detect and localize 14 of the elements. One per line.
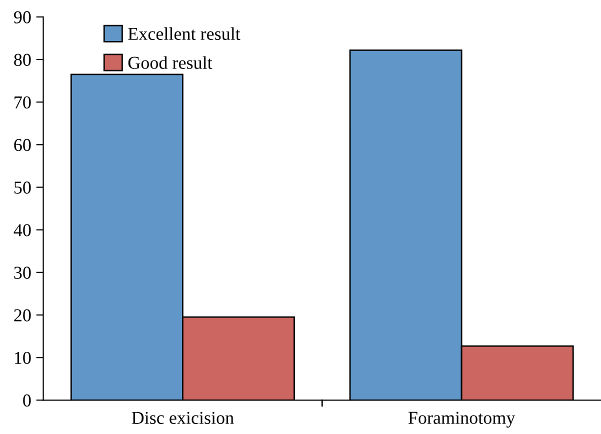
x-tick-label: Disc exicision	[132, 412, 234, 424]
legend-label: Excellent result	[128, 27, 240, 40]
x-tick-label: Foraminotomy	[408, 412, 516, 428]
y-tick-label: 0	[23, 394, 31, 407]
y-tick-label: 30	[14, 266, 31, 279]
y-tick-label: 40	[14, 224, 31, 236]
y-tick-label: 70	[14, 96, 31, 109]
y-tick-label: 50	[14, 182, 31, 194]
y-tick-label: 60	[14, 138, 31, 152]
y-tick-label: 90	[14, 11, 31, 24]
legend-label: Good result	[128, 56, 212, 69]
y-tick-label: 10	[15, 352, 31, 364]
y-tick-label: 20	[14, 309, 31, 322]
y-tick-label: 80	[14, 54, 31, 66]
